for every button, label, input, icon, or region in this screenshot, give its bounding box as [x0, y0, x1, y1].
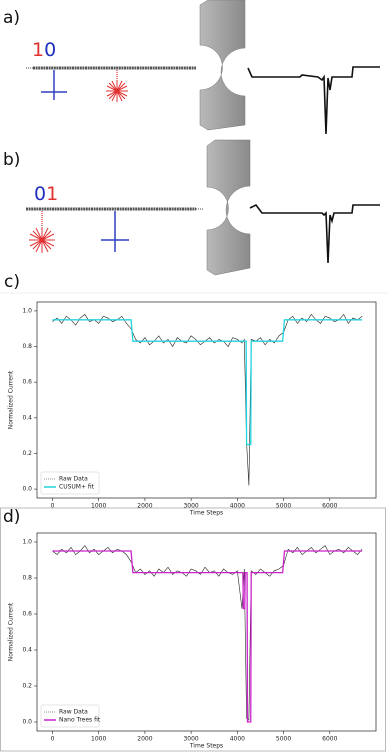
x-axis-label: Time Steps: [189, 510, 223, 517]
y-tick-label: 0.4: [22, 647, 32, 654]
panel-label: b): [3, 150, 20, 170]
x-tick-label: 3000: [183, 736, 198, 743]
y-tick-label: 1.0: [22, 307, 32, 314]
fit-line: [52, 550, 363, 723]
raw-data-line: [52, 313, 363, 486]
y-tick-label: 0.2: [22, 450, 32, 457]
y-tick-label: 0.2: [22, 683, 32, 690]
x-tick-label: 2000: [137, 503, 152, 510]
x-tick-label: 0: [51, 736, 55, 743]
x-tick-label: 2000: [137, 736, 152, 743]
y-tick-label: 0.4: [22, 414, 32, 421]
y-tick-label: 0.8: [22, 343, 32, 350]
legend-label: Nano Trees fit: [59, 717, 101, 724]
fit-line: [52, 319, 363, 446]
legend-box: [40, 704, 100, 728]
plot-frame: [36, 301, 377, 499]
x-tick-label: 0: [51, 503, 55, 510]
y-axis-label: Normalized Current: [8, 602, 15, 661]
x-tick-label: 6000: [322, 736, 337, 743]
y-tick-label: 0.6: [22, 379, 32, 386]
digit: 1: [46, 183, 58, 205]
diagram-b: [26, 139, 380, 276]
x-tick-label: 5000: [276, 736, 291, 743]
y-tick-label: 0.0: [22, 719, 32, 726]
raw-data-line: [52, 545, 363, 721]
y-tick-label: 1.0: [22, 539, 32, 546]
x-tick-label: 4000: [230, 736, 245, 743]
panel-label: d): [3, 507, 20, 527]
code-label: 10: [32, 39, 56, 61]
digit: 0: [34, 183, 46, 205]
legend-label: Raw Data: [59, 709, 88, 716]
y-tick-label: 0.6: [22, 611, 32, 618]
legend-box: [40, 471, 100, 495]
code-label: 01: [34, 183, 58, 205]
digit: 1: [32, 39, 44, 61]
x-tick-label: 4000: [230, 503, 245, 510]
y-tick-label: 0.0: [22, 486, 32, 493]
y-axis-label: Normalized Current: [8, 370, 15, 429]
plot-frame: [36, 532, 377, 732]
diagram-a: [26, 0, 380, 135]
y-tick-label: 0.8: [22, 575, 32, 582]
panel-label: c): [4, 272, 20, 292]
legend-label: CUSUM+ fit: [59, 484, 95, 491]
panel-label: a): [3, 8, 20, 28]
x-axis-label: Time Steps: [189, 743, 223, 750]
x-tick-label: 1000: [91, 736, 106, 743]
legend-label: Raw Data: [59, 476, 88, 483]
digit: 0: [44, 39, 56, 61]
x-tick-label: 5000: [276, 503, 291, 510]
panel-frame: [0, 507, 386, 752]
x-tick-label: 1000: [91, 503, 106, 510]
x-tick-label: 6000: [322, 503, 337, 510]
x-tick-label: 3000: [183, 503, 198, 510]
